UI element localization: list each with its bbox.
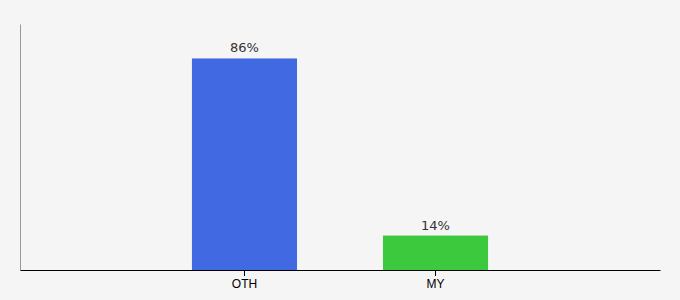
bar bbox=[192, 58, 297, 270]
bar bbox=[383, 236, 488, 270]
x-axis-line bbox=[21, 270, 661, 271]
plot: 86% 14% OTH MY bbox=[21, 25, 661, 291]
x-tick: MY bbox=[427, 270, 445, 291]
data-label: 86% bbox=[230, 40, 259, 55]
bars bbox=[192, 58, 488, 270]
chart: 86% 14% OTH MY bbox=[0, 0, 680, 300]
x-tick-label: MY bbox=[427, 277, 445, 291]
x-tick-mark bbox=[435, 270, 436, 276]
x-tick: OTH bbox=[232, 270, 257, 291]
y-axis bbox=[20, 25, 21, 271]
x-tick-mark bbox=[244, 270, 245, 276]
y-axis-line bbox=[20, 25, 21, 271]
x-axis: OTH MY bbox=[21, 270, 661, 291]
x-tick-label: OTH bbox=[232, 277, 257, 291]
data-labels: 86% 14% bbox=[230, 40, 450, 232]
data-label: 14% bbox=[421, 218, 450, 233]
